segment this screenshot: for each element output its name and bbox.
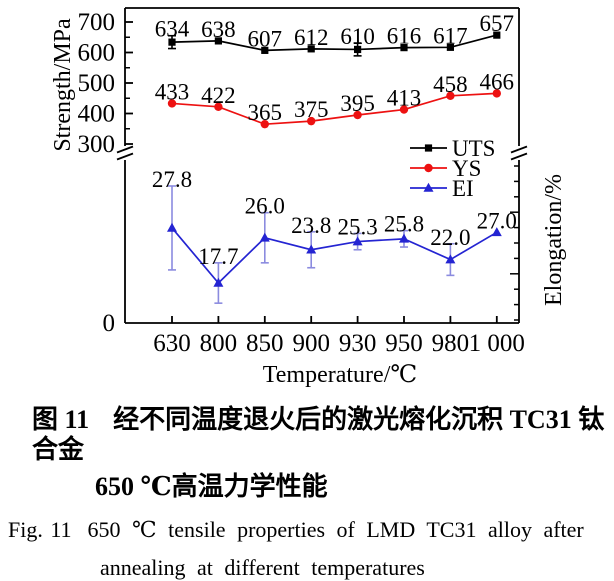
legend-label-UTS: UTS bbox=[452, 136, 495, 161]
left-axis-tick-label: 300 bbox=[78, 131, 116, 158]
data-point-YS bbox=[307, 116, 316, 126]
data-point-YS bbox=[214, 102, 223, 111]
data-point-YS bbox=[353, 110, 362, 120]
series-EI: 27.8 17.7 26.023.8 25.3 25.822.0 27.0 bbox=[152, 167, 517, 304]
x-axis-tick-label: 900 bbox=[292, 330, 330, 357]
data-label: 638 bbox=[201, 17, 236, 42]
data-label: 466 bbox=[480, 69, 515, 94]
data-label: 433 bbox=[155, 79, 190, 104]
data-label: 23.8 bbox=[291, 213, 331, 238]
x-axis-title: Temperature/℃ bbox=[263, 362, 417, 388]
data-point-UTS bbox=[214, 37, 222, 45]
axis-break-left bbox=[116, 152, 134, 161]
data-point-UTS bbox=[168, 38, 176, 46]
data-point-YS bbox=[446, 91, 455, 101]
data-point-UTS bbox=[307, 45, 315, 53]
data-label: 27.0 bbox=[477, 208, 517, 233]
data-label: 458 bbox=[433, 72, 468, 97]
data-label: 17.7 bbox=[198, 244, 238, 269]
data-point-EI bbox=[445, 254, 456, 264]
left-axis-title: Strength/MPa bbox=[50, 18, 76, 152]
x-axis-tick-label: 950 bbox=[385, 330, 423, 357]
legend-marker-UTS bbox=[424, 144, 433, 152]
data-label: 616 bbox=[387, 24, 422, 49]
series-UTS: 634 638 607 612 610 616 617 657 bbox=[155, 11, 515, 57]
x-axis-tick-label: 850 bbox=[246, 330, 284, 357]
caption-zh-line2: 650 ℃高温力学性能 bbox=[95, 472, 328, 501]
legend-marker-EI bbox=[423, 182, 434, 192]
figure-number-en: Fig. 11 bbox=[8, 517, 72, 542]
caption-zh-text: 经不同温度退火后的激光熔化沉积 TC31 钛合金 bbox=[32, 405, 605, 464]
axis-break-left bbox=[116, 145, 134, 154]
left-axis-tick-label: 700 bbox=[78, 9, 116, 36]
data-label: 413 bbox=[387, 86, 422, 111]
legend-item-UTS: UTS bbox=[410, 136, 495, 161]
data-label: 422 bbox=[201, 83, 236, 108]
series-YS: 433 422 365 375 395 413 458 466 bbox=[155, 69, 515, 129]
data-label: 25.8 bbox=[384, 212, 424, 237]
series-line-EI bbox=[171, 227, 498, 285]
data-point-YS bbox=[260, 119, 269, 129]
data-label: 617 bbox=[433, 23, 468, 48]
data-label: 375 bbox=[294, 97, 329, 122]
data-point-EI bbox=[399, 233, 409, 243]
left-axis-tick-label: 500 bbox=[78, 70, 116, 97]
left-axis-tick-label: 600 bbox=[78, 40, 116, 67]
x-axis-tick-label: 1 000 bbox=[469, 330, 525, 357]
legend-label-YS: YS bbox=[452, 156, 481, 181]
x-axis-tick-label: 930 bbox=[339, 330, 377, 357]
caption-zh-line1: 图 11 经不同温度退火后的激光熔化沉积 TC31 钛合金 bbox=[32, 405, 614, 465]
data-label: 607 bbox=[248, 26, 283, 51]
data-point-EI bbox=[213, 277, 224, 287]
legend-item-EI: EI bbox=[410, 176, 474, 201]
data-point-EI bbox=[306, 244, 317, 254]
data-label: 657 bbox=[480, 11, 515, 36]
data-label: 26.0 bbox=[245, 194, 285, 219]
data-point-UTS bbox=[354, 45, 362, 54]
x-axis-tick-label: 980 bbox=[432, 330, 470, 357]
data-label: 365 bbox=[248, 100, 283, 125]
data-point-YS bbox=[492, 89, 501, 98]
data-label: 612 bbox=[294, 25, 329, 50]
legend-label-EI: EI bbox=[452, 176, 474, 201]
x-axis-tick-label: 800 bbox=[200, 330, 238, 357]
caption-en-line1: Fig. 11 650 ℃ tensile properties of LMD T… bbox=[8, 517, 614, 543]
data-point-EI bbox=[259, 232, 270, 242]
data-label: 395 bbox=[340, 91, 375, 116]
caption-en-text: 650 ℃ tensile properties of LMD TC31 all… bbox=[87, 517, 584, 542]
data-label: 634 bbox=[155, 17, 190, 42]
tensile-properties-chart: 300 400 500 600 700 0 630 800 850 900 930 950 980 1 0… bbox=[50, 7, 567, 388]
figure-11-panel: 300 400 500 600 700 0 630 800 850 900 930 950 980 1 0… bbox=[8, 7, 605, 580]
data-label: 22.0 bbox=[430, 225, 470, 250]
series-line-YS bbox=[171, 92, 497, 126]
x-axis-tick-label: 630 bbox=[153, 330, 191, 357]
figure-number-zh: 图 11 bbox=[32, 405, 90, 434]
right-axis-title: Elongation/% bbox=[541, 174, 567, 306]
figure-caption: 图 11 经不同温度退火后的激光熔化沉积 TC31 钛合金 650 ℃高温力学性能… bbox=[0, 405, 614, 581]
data-point-UTS bbox=[493, 31, 501, 39]
data-label: 27.8 bbox=[152, 167, 192, 192]
data-point-EI bbox=[491, 227, 502, 237]
legend-marker-YS bbox=[424, 163, 433, 173]
data-label: 610 bbox=[340, 24, 375, 49]
caption-en-line2: annealing at different temperatures bbox=[100, 555, 425, 580]
data-point-EI bbox=[167, 222, 177, 232]
left-axis-origin-label: 0 bbox=[103, 310, 116, 337]
legend-item-YS: YS bbox=[410, 156, 481, 181]
data-point-UTS bbox=[446, 43, 454, 51]
data-point-UTS bbox=[261, 46, 269, 54]
data-point-YS bbox=[167, 99, 177, 108]
data-point-UTS bbox=[400, 44, 408, 52]
series-line-UTS bbox=[171, 34, 498, 52]
axis-break-right bbox=[510, 145, 528, 154]
data-point-YS bbox=[399, 105, 409, 114]
left-axis-tick-label: 400 bbox=[78, 101, 116, 128]
data-point-EI bbox=[352, 236, 363, 246]
axis-break-right bbox=[510, 152, 528, 161]
data-label: 25.3 bbox=[337, 214, 377, 239]
